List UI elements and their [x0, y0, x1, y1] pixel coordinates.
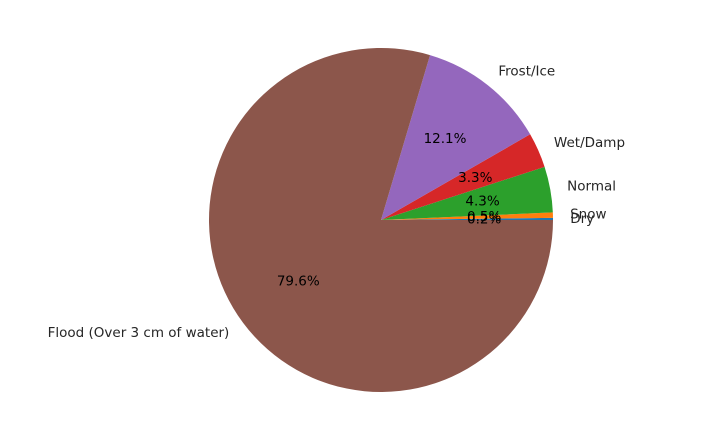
pie-percent-flood-over-3-cm-of-water: 79.6%: [277, 274, 320, 290]
pie-slice-dry: [381, 217, 553, 220]
pie-slice-snow: [381, 212, 553, 220]
pie-percent-snow: 0.5%: [467, 209, 501, 225]
pie-label-normal: Normal: [567, 178, 616, 194]
pie-percent-wet-damp: 3.3%: [458, 170, 492, 186]
pie-label-wet-damp: Wet/Damp: [554, 135, 625, 151]
pie-slice-flood-over-3-cm-of-water: [209, 47, 554, 392]
pie-slice-frost-ice: [381, 55, 531, 221]
pie-slices: [209, 47, 554, 392]
pie-percent-normal: 4.3%: [465, 194, 499, 210]
pie-percent-frost-ice: 12.1%: [424, 131, 467, 147]
pie-label-snow: Snow: [570, 207, 606, 223]
pie-percent-dry: 0.2%: [467, 211, 501, 227]
pie-slice-wet-damp: [381, 134, 545, 220]
pie-label-flood-over-3-cm-of-water: Flood (Over 3 cm of water): [48, 325, 230, 341]
pie-label-frost-ice: Frost/Ice: [498, 64, 555, 80]
pie-label-dry: Dry: [570, 211, 594, 227]
pie-percent-labels: 0.2%0.5%4.3% 3.3% 12.1% 79.6%: [277, 131, 502, 290]
pie-slice-normal: [381, 166, 553, 220]
